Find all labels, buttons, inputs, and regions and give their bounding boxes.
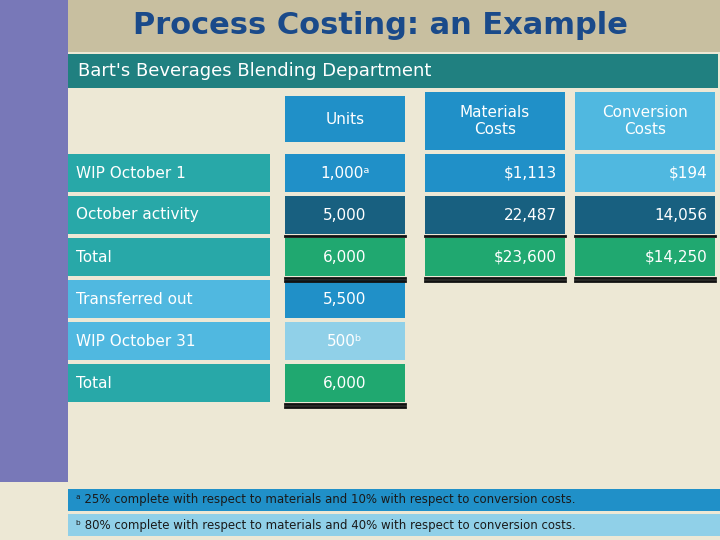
Bar: [285, 196, 405, 234]
Text: Units: Units: [325, 111, 364, 126]
Text: Total: Total: [76, 249, 112, 265]
Text: $194: $194: [668, 165, 707, 180]
Text: 500ᵇ: 500ᵇ: [328, 334, 363, 348]
Text: Total: Total: [76, 375, 112, 390]
Bar: [68, 196, 270, 234]
Text: 14,056: 14,056: [654, 207, 707, 222]
Text: WIP October 31: WIP October 31: [76, 334, 196, 348]
Text: 5,000: 5,000: [323, 207, 366, 222]
Bar: [285, 364, 405, 402]
Bar: [68, 489, 720, 511]
Text: Transferred out: Transferred out: [76, 292, 193, 307]
Bar: [68, 280, 270, 318]
Bar: [0, 52, 68, 482]
Text: ᵃ 25% complete with respect to materials and 10% with respect to conversion cost: ᵃ 25% complete with respect to materials…: [76, 494, 575, 507]
Bar: [575, 154, 715, 192]
Bar: [285, 96, 405, 142]
Bar: [0, 0, 720, 52]
Bar: [425, 196, 565, 234]
Bar: [425, 92, 565, 150]
Text: ᵇ 80% complete with respect to materials and 40% with respect to conversion cost: ᵇ 80% complete with respect to materials…: [76, 518, 576, 531]
Bar: [425, 154, 565, 192]
Text: Process Costing: an Example: Process Costing: an Example: [132, 11, 627, 40]
Text: 1,000ᵃ: 1,000ᵃ: [320, 165, 370, 180]
Text: $14,250: $14,250: [644, 249, 707, 265]
Bar: [575, 196, 715, 234]
Bar: [68, 364, 270, 402]
Bar: [285, 154, 405, 192]
Bar: [68, 154, 270, 192]
Bar: [285, 238, 405, 276]
Text: WIP October 1: WIP October 1: [76, 165, 186, 180]
Bar: [575, 238, 715, 276]
Bar: [285, 322, 405, 360]
Text: Bart's Beverages Blending Department: Bart's Beverages Blending Department: [78, 62, 431, 80]
Bar: [68, 514, 720, 536]
Bar: [285, 280, 405, 318]
Bar: [68, 322, 270, 360]
Text: $23,600: $23,600: [494, 249, 557, 265]
Bar: [575, 92, 715, 150]
Text: Conversion
Costs: Conversion Costs: [602, 105, 688, 137]
Text: October activity: October activity: [76, 207, 199, 222]
Bar: [0, 0, 68, 52]
Text: $1,113: $1,113: [504, 165, 557, 180]
Text: Materials
Costs: Materials Costs: [460, 105, 530, 137]
Text: 22,487: 22,487: [504, 207, 557, 222]
Text: 5,500: 5,500: [323, 292, 366, 307]
Bar: [68, 238, 270, 276]
Text: 6,000: 6,000: [323, 375, 366, 390]
Bar: [425, 238, 565, 276]
Text: 6,000: 6,000: [323, 249, 366, 265]
Bar: [68, 54, 718, 88]
